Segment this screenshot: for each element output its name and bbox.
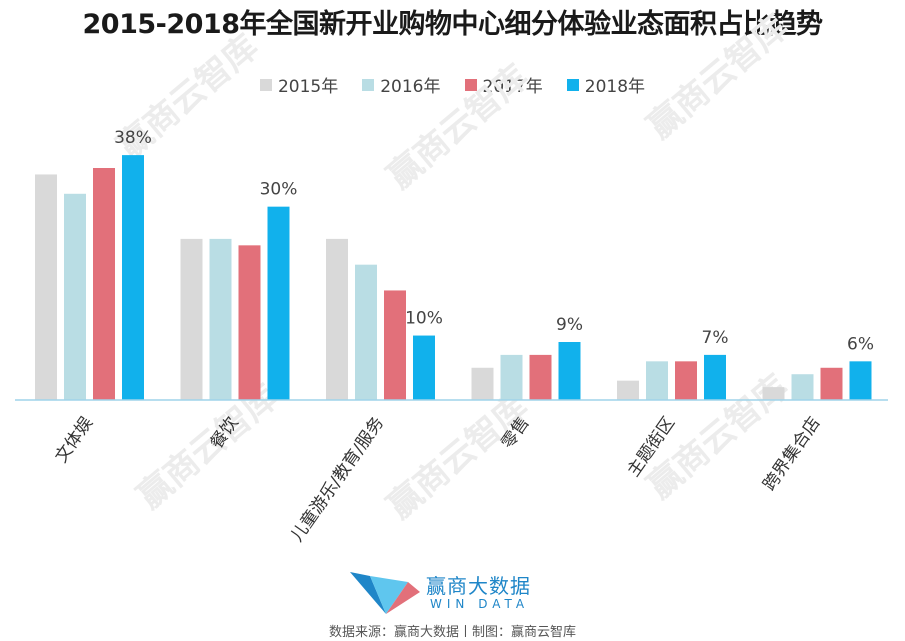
legend-label-2017: 2017年 bbox=[482, 77, 543, 97]
bar-5-3 bbox=[849, 361, 872, 400]
win-data-logo: 赢商大数据 WIN DATA bbox=[350, 568, 560, 618]
data-label-0: 38% bbox=[114, 128, 152, 148]
bar-4-2 bbox=[675, 361, 697, 400]
legend-label-2015: 2015年 bbox=[277, 77, 339, 97]
bar-1-3 bbox=[267, 206, 290, 400]
bar-0-3 bbox=[122, 155, 144, 400]
source-note: 数据来源：赢商大数据丨制图：赢商云智库 bbox=[328, 625, 576, 640]
bar-3-1 bbox=[500, 354, 523, 400]
bar-3-3 bbox=[558, 342, 581, 400]
bar-2-3 bbox=[413, 335, 435, 400]
category-label-5: 跨界集合店 bbox=[759, 413, 824, 494]
bar-4-0 bbox=[617, 380, 639, 400]
data-label-1: 30% bbox=[260, 180, 298, 200]
bar-2-0 bbox=[326, 238, 348, 400]
category-label-0: 文体娱 bbox=[51, 413, 97, 466]
watermark-1: 赢商云智库 bbox=[380, 57, 536, 197]
legend-item-2016: 2016年 bbox=[362, 72, 441, 97]
bar-2-1 bbox=[355, 264, 377, 400]
category-label-2: 儿童游乐/教育/服务 bbox=[287, 413, 388, 545]
watermark-4: 赢商云智库 bbox=[380, 387, 536, 527]
legend-item-2017: 2017年 bbox=[464, 72, 543, 97]
chart-title: 2015-2018年全国新开业购物中心细分体验业态面积占比趋势 bbox=[82, 9, 824, 40]
data-label-5: 6% bbox=[847, 334, 874, 354]
logo-subtitle: WIN DATA bbox=[430, 597, 530, 611]
legend-label-2018: 2018年 bbox=[584, 77, 646, 97]
watermark-2: 赢商云智库 bbox=[640, 7, 796, 147]
logo-mark-icon bbox=[350, 572, 420, 614]
legend-swatch-2016 bbox=[362, 78, 375, 91]
bar-0-2 bbox=[93, 168, 115, 400]
bar-5-2 bbox=[820, 367, 843, 400]
bar-1-2 bbox=[238, 245, 261, 400]
bar-5-1 bbox=[791, 374, 814, 400]
watermark-3: 赢商云智库 bbox=[130, 377, 286, 517]
logo-name: 赢商大数据 bbox=[426, 574, 531, 598]
data-label-3: 9% bbox=[556, 315, 583, 335]
legend-item-2015: 2015年 bbox=[259, 72, 339, 97]
legend-swatch-2017 bbox=[464, 78, 477, 91]
bar-1-1 bbox=[209, 238, 232, 400]
legend-swatch-2018 bbox=[566, 78, 579, 91]
data-label-2: 10% bbox=[405, 309, 443, 329]
bar-3-2 bbox=[529, 354, 552, 400]
chart-legend: 2015年 2016年 2017年 2018年 bbox=[0, 72, 905, 97]
bar-5-0 bbox=[762, 387, 785, 400]
bar-3-0 bbox=[471, 367, 494, 400]
data-label-4: 7% bbox=[702, 328, 729, 348]
legend-item-2018: 2018年 bbox=[566, 72, 646, 97]
bar-4-1 bbox=[646, 361, 668, 400]
legend-swatch-2015 bbox=[259, 78, 272, 91]
bar-2-2 bbox=[384, 290, 406, 400]
bar-4-3 bbox=[704, 354, 726, 400]
legend-label-2016: 2016年 bbox=[380, 77, 441, 97]
bar-0-0 bbox=[35, 174, 57, 400]
bar-0-1 bbox=[64, 193, 86, 400]
bar-1-0 bbox=[180, 238, 203, 400]
